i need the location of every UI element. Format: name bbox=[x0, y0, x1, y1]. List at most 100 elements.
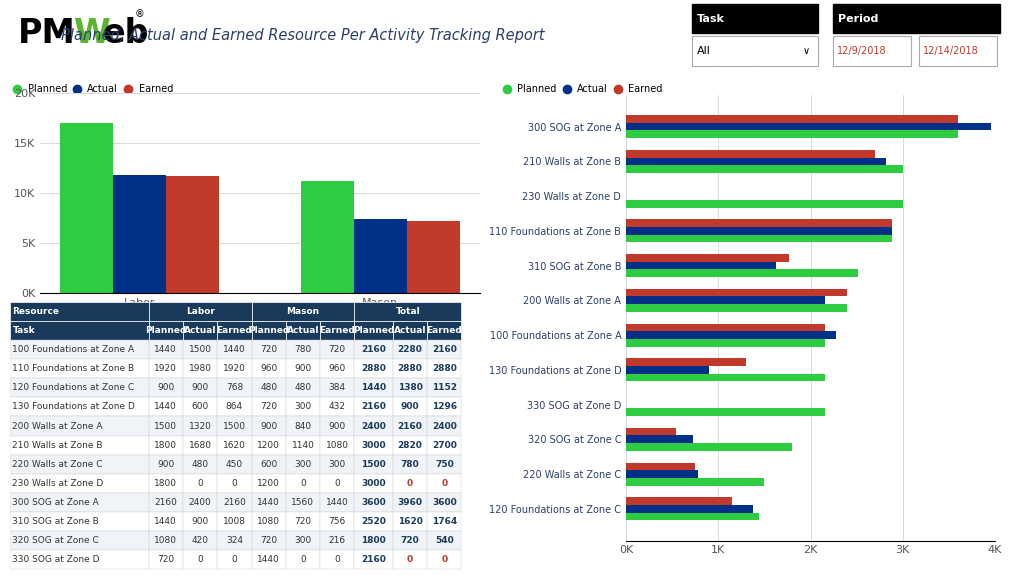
FancyBboxPatch shape bbox=[183, 474, 217, 493]
Text: 1560: 1560 bbox=[292, 498, 314, 507]
FancyBboxPatch shape bbox=[393, 340, 427, 359]
FancyBboxPatch shape bbox=[251, 493, 286, 512]
Text: 432: 432 bbox=[328, 402, 345, 412]
Text: Planned: Planned bbox=[247, 326, 289, 335]
FancyBboxPatch shape bbox=[251, 512, 286, 531]
Text: 900: 900 bbox=[294, 364, 311, 373]
Legend: Planned, Actual, Earned: Planned, Actual, Earned bbox=[505, 84, 663, 94]
Text: 0: 0 bbox=[441, 555, 447, 564]
Text: 2160: 2160 bbox=[432, 345, 457, 354]
Text: PM: PM bbox=[18, 17, 76, 49]
FancyBboxPatch shape bbox=[355, 493, 393, 512]
Text: 2880: 2880 bbox=[362, 364, 386, 373]
Text: 900: 900 bbox=[401, 402, 419, 412]
Text: 1440: 1440 bbox=[258, 555, 280, 564]
Text: All: All bbox=[697, 46, 711, 56]
FancyBboxPatch shape bbox=[393, 397, 427, 416]
FancyBboxPatch shape bbox=[320, 493, 355, 512]
Text: 1500: 1500 bbox=[189, 345, 211, 354]
Bar bbox=[626, 339, 825, 347]
Text: 960: 960 bbox=[260, 364, 278, 373]
Text: 1200: 1200 bbox=[258, 440, 280, 450]
FancyBboxPatch shape bbox=[217, 493, 251, 512]
Bar bbox=[626, 219, 892, 227]
FancyBboxPatch shape bbox=[217, 340, 251, 359]
Text: 900: 900 bbox=[192, 384, 209, 392]
Text: 300: 300 bbox=[294, 460, 311, 469]
FancyBboxPatch shape bbox=[427, 474, 462, 493]
Text: 384: 384 bbox=[328, 384, 345, 392]
Text: 480: 480 bbox=[261, 384, 277, 392]
Text: 3960: 3960 bbox=[398, 498, 422, 507]
FancyBboxPatch shape bbox=[355, 416, 393, 436]
FancyBboxPatch shape bbox=[286, 550, 320, 569]
FancyBboxPatch shape bbox=[286, 436, 320, 455]
Bar bbox=[626, 462, 695, 470]
FancyBboxPatch shape bbox=[251, 436, 286, 455]
Text: Labor: Labor bbox=[186, 307, 214, 316]
FancyBboxPatch shape bbox=[217, 359, 251, 378]
Text: 200 Walls at Zone A: 200 Walls at Zone A bbox=[12, 421, 103, 431]
Bar bbox=[113, 175, 167, 293]
FancyBboxPatch shape bbox=[286, 340, 320, 359]
FancyBboxPatch shape bbox=[148, 359, 183, 378]
FancyBboxPatch shape bbox=[217, 531, 251, 550]
FancyBboxPatch shape bbox=[427, 550, 462, 569]
Text: 2520: 2520 bbox=[362, 517, 386, 526]
FancyBboxPatch shape bbox=[148, 455, 183, 474]
Text: 720: 720 bbox=[328, 345, 345, 354]
FancyBboxPatch shape bbox=[217, 416, 251, 436]
FancyBboxPatch shape bbox=[10, 321, 148, 340]
Text: 540: 540 bbox=[435, 536, 453, 545]
FancyBboxPatch shape bbox=[286, 455, 320, 474]
Text: 600: 600 bbox=[192, 402, 209, 412]
Text: 2280: 2280 bbox=[398, 345, 422, 354]
FancyBboxPatch shape bbox=[286, 512, 320, 531]
Text: 1440: 1440 bbox=[223, 345, 245, 354]
Text: 230 Walls at Zone D: 230 Walls at Zone D bbox=[12, 479, 104, 488]
FancyBboxPatch shape bbox=[148, 302, 251, 321]
Text: 1080: 1080 bbox=[155, 536, 178, 545]
FancyBboxPatch shape bbox=[10, 550, 148, 569]
Text: 3000: 3000 bbox=[362, 440, 386, 450]
FancyBboxPatch shape bbox=[286, 531, 320, 550]
Text: 720: 720 bbox=[294, 517, 311, 526]
Text: 1800: 1800 bbox=[362, 536, 386, 545]
Bar bbox=[626, 289, 847, 297]
Text: 720: 720 bbox=[261, 536, 277, 545]
FancyBboxPatch shape bbox=[320, 474, 355, 493]
Text: 720: 720 bbox=[401, 536, 419, 545]
Bar bbox=[626, 150, 875, 158]
FancyBboxPatch shape bbox=[692, 36, 818, 66]
FancyBboxPatch shape bbox=[183, 397, 217, 416]
Text: 324: 324 bbox=[226, 536, 242, 545]
FancyBboxPatch shape bbox=[286, 321, 320, 340]
Text: 1008: 1008 bbox=[223, 517, 245, 526]
Text: 450: 450 bbox=[226, 460, 243, 469]
Text: Earned: Earned bbox=[319, 326, 356, 335]
Text: 1200: 1200 bbox=[258, 479, 280, 488]
Text: 480: 480 bbox=[192, 460, 209, 469]
Bar bbox=[61, 123, 113, 293]
FancyBboxPatch shape bbox=[393, 531, 427, 550]
FancyBboxPatch shape bbox=[355, 378, 393, 397]
Text: 12/9/2018: 12/9/2018 bbox=[837, 46, 887, 56]
FancyBboxPatch shape bbox=[10, 302, 148, 321]
Text: 1440: 1440 bbox=[258, 498, 280, 507]
Text: 2160: 2160 bbox=[155, 498, 177, 507]
FancyBboxPatch shape bbox=[427, 378, 462, 397]
FancyBboxPatch shape bbox=[217, 397, 251, 416]
Bar bbox=[301, 181, 353, 293]
FancyBboxPatch shape bbox=[148, 512, 183, 531]
Text: Resource: Resource bbox=[12, 307, 60, 316]
Bar bbox=[626, 324, 825, 331]
Text: 1152: 1152 bbox=[432, 384, 457, 392]
Text: 1440: 1440 bbox=[155, 345, 177, 354]
Bar bbox=[626, 304, 847, 312]
FancyBboxPatch shape bbox=[427, 493, 462, 512]
Text: 720: 720 bbox=[261, 402, 277, 412]
FancyBboxPatch shape bbox=[148, 550, 183, 569]
FancyBboxPatch shape bbox=[251, 474, 286, 493]
FancyBboxPatch shape bbox=[286, 397, 320, 416]
Text: 1080: 1080 bbox=[258, 517, 280, 526]
